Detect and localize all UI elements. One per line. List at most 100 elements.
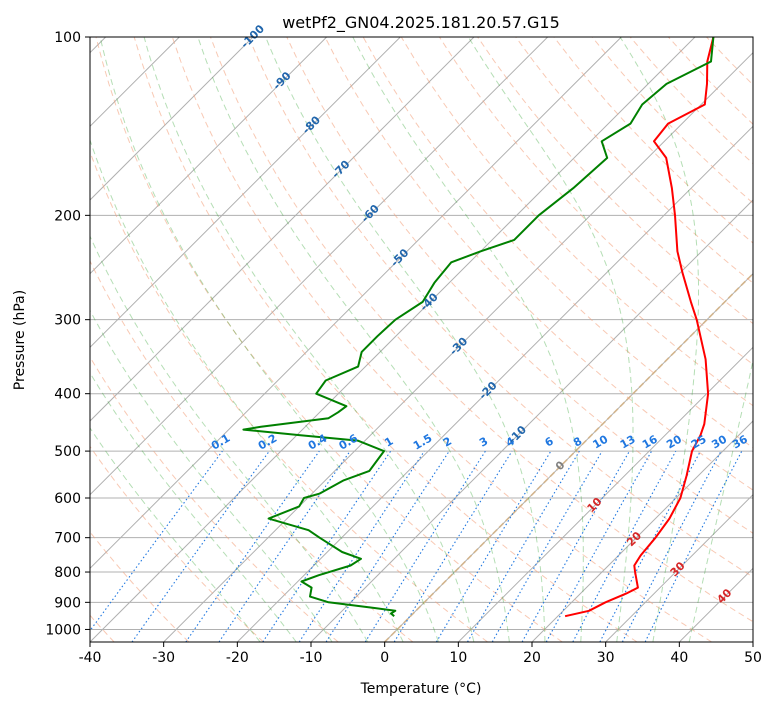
isotherm-gridline [163, 51, 753, 642]
dry-adiabat-line [248, 37, 753, 578]
mixing-ratio-line [572, 450, 677, 642]
mixing-ratio-line [521, 450, 630, 642]
mixing-ratio-label: 8 [571, 435, 584, 450]
zero-isotherm [384, 272, 753, 642]
isotherm-gridline [90, 37, 401, 349]
isotherm-gridline [752, 641, 753, 642]
y-tick-label: 700 [54, 531, 81, 547]
y-tick-label: 1000 [45, 622, 81, 638]
moist-adiabat-line [197, 37, 510, 642]
profile-series [242, 37, 715, 618]
dry-adiabat-line [133, 37, 638, 642]
temperature-profile-line [564, 37, 715, 618]
moist-adiabat-line [90, 371, 297, 642]
dry-adiabat-line [210, 37, 753, 623]
mixing-ratio-label: 10 [591, 432, 611, 451]
mixing-ratio-line [435, 450, 552, 642]
mixing-ratio-line [262, 450, 392, 642]
dry-adiabat-line [515, 37, 753, 284]
dry-adiabat-line [90, 356, 339, 642]
mixing-ratio-label: 13 [618, 433, 638, 452]
mixing-ratio-lines [90, 450, 743, 642]
dry-adiabat-line [95, 37, 563, 642]
x-tick-label: -30 [152, 650, 175, 666]
dry-adiabat-line [286, 37, 753, 534]
moist-adiabat-line [90, 138, 404, 642]
x-tick-label: 30 [597, 650, 615, 666]
mixing-ratio-line [325, 450, 450, 642]
moist-adiabat-line [143, 37, 475, 642]
dry-adiabat-label: -90 [270, 69, 293, 92]
mixing-ratio-line [298, 450, 425, 642]
mixing-ratio-label: 1.5 [411, 432, 434, 453]
dry-adiabats [90, 37, 753, 642]
dry-adiabat-line [591, 37, 753, 204]
y-tick-label: 900 [54, 595, 81, 611]
mixing-ratio-line [185, 450, 320, 642]
y-tick-label: 300 [54, 313, 81, 329]
mixing-ratio-label: 6 [543, 434, 556, 449]
dewpoint-profile-line [242, 37, 715, 617]
mixing-ratio-line [90, 450, 223, 632]
dry-adiabat-line [90, 445, 264, 642]
dry-adiabat-label: -60 [359, 202, 382, 225]
isotherm-gridline [384, 272, 753, 642]
dry-adiabat-line [706, 37, 753, 86]
line-labels: 0.1 0.2 0.4 0.6 1 1.5 2 3 4 6 8 10 13 16 20 25 30 36-100-… [209, 22, 750, 606]
moist-adiabat-line [688, 358, 753, 642]
dry-adiabat-line [90, 150, 488, 642]
x-tick-label: 0 [380, 650, 389, 666]
mixing-ratio-label: 30 [709, 432, 729, 451]
isotherm-gridline [90, 37, 622, 570]
mixing-ratio-line [364, 450, 486, 642]
mixing-ratio-line [131, 450, 270, 642]
chart-title: wetPf2_GN04.2025.181.20.57.G15 [282, 13, 560, 33]
mixing-ratio-line [218, 450, 351, 642]
x-axis-label: Temperature (°C) [360, 681, 482, 697]
mixing-ratio-label: 36 [730, 432, 750, 451]
isotherm-gridline [457, 346, 753, 642]
x-tick-label: 10 [449, 650, 467, 666]
moist-adiabat-line [90, 235, 369, 642]
y-tick-label: 200 [54, 208, 81, 224]
dry-adiabat-label: -40 [418, 290, 441, 313]
y-axis-label: Pressure (hPa) [12, 290, 28, 390]
mixing-ratio-label: 16 [640, 432, 660, 451]
mixing-ratio-label: 0.4 [306, 431, 330, 452]
moist-adiabat-line [467, 37, 634, 642]
dry-adiabat-line [90, 531, 190, 642]
dry-adiabat-label: -50 [388, 246, 411, 269]
isotherm-gridline [310, 199, 753, 642]
isotherm-gridline [678, 567, 753, 642]
isotherm-gridline [605, 493, 753, 642]
moist-adiabats [90, 37, 753, 642]
isotherm-gridline [90, 37, 475, 422]
dry-adiabat-line [90, 259, 414, 642]
mixing-ratio-label: 25 [689, 433, 709, 452]
moist-adiabat-line [90, 427, 261, 642]
mixing-ratio-line [393, 450, 513, 642]
isotherm-gridline [90, 37, 254, 201]
gridlines [90, 37, 753, 642]
mixing-ratio-label: 3 [477, 435, 490, 450]
dry-adiabat-line [171, 37, 712, 642]
mixing-ratio-line [644, 450, 743, 642]
dry-adiabat-line [324, 37, 753, 491]
x-tick-label: -20 [226, 650, 249, 666]
x-axis-ticks: -40 -30 -20 -10 0 10 20 30 40 50 [79, 642, 762, 666]
x-tick-label: -40 [79, 650, 102, 666]
isotherm-gridline [531, 420, 753, 642]
dry-adiabat-line [668, 37, 753, 125]
isotherm-gridline [90, 37, 328, 275]
isotherm-gridline [90, 37, 549, 496]
isotherm-gridline [90, 37, 696, 642]
y-tick-label: 100 [54, 30, 81, 46]
x-tick-label: -10 [300, 650, 323, 666]
moist-adiabat-line [619, 37, 699, 642]
moist-adiabat-line [90, 309, 333, 642]
x-tick-label: 20 [523, 650, 541, 666]
moist-adiabat-line [352, 37, 584, 642]
mixing-ratio-label: 20 [664, 432, 684, 451]
moist-adiabat-line [99, 37, 439, 642]
